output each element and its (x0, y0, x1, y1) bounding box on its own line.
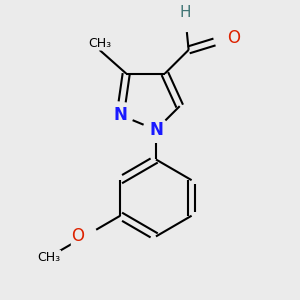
Text: N: N (113, 106, 127, 124)
Text: O: O (72, 227, 85, 245)
Text: O: O (227, 29, 240, 47)
Text: H: H (180, 5, 191, 20)
Text: CH₃: CH₃ (88, 37, 111, 50)
Text: CH₃: CH₃ (38, 251, 61, 264)
Text: N: N (149, 121, 163, 139)
